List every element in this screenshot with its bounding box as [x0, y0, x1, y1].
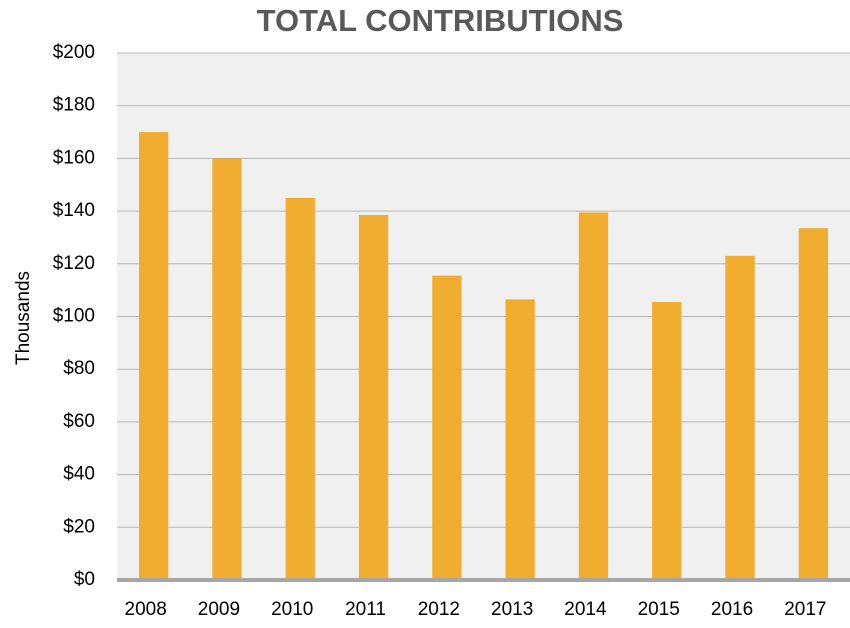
x-tick-label: 2015 — [638, 599, 680, 620]
y-tick-label: $60 — [63, 411, 95, 432]
bar — [725, 255, 755, 580]
bar — [578, 212, 609, 581]
x-tick-label: 2013 — [491, 599, 533, 620]
y-tick-label: $20 — [63, 516, 95, 537]
bar — [285, 197, 315, 581]
bar — [652, 302, 682, 580]
x-tick-label: 2008 — [125, 599, 167, 620]
y-tick-label: $140 — [53, 200, 95, 221]
y-tick-label: $160 — [53, 147, 95, 168]
y-tick-label: $100 — [53, 306, 95, 327]
x-tick-label: 2011 — [345, 599, 386, 620]
y-tick-label: $80 — [63, 358, 95, 379]
x-tick-label: 2017 — [784, 599, 826, 620]
y-tick-label: $180 — [53, 95, 95, 116]
bar — [432, 275, 462, 580]
bar — [358, 215, 389, 581]
bar — [138, 132, 169, 581]
x-tick-label: 2016 — [711, 599, 753, 620]
bar — [798, 228, 829, 581]
bar — [212, 158, 242, 580]
bar — [505, 299, 535, 580]
chart-title: TOTAL CONTRIBUTIONS — [257, 3, 624, 38]
x-tick-label: 2010 — [271, 599, 313, 620]
x-tick-label: 2014 — [564, 599, 607, 620]
y-tick-label: $120 — [53, 253, 95, 274]
x-tick-label: 2012 — [418, 599, 460, 620]
y-axis-label: Thousands — [13, 271, 34, 365]
y-tick-label: $200 — [53, 42, 95, 63]
y-tick-label: $40 — [63, 464, 95, 485]
x-tick-label: 2009 — [198, 599, 240, 620]
y-tick-label: $0 — [74, 569, 95, 590]
